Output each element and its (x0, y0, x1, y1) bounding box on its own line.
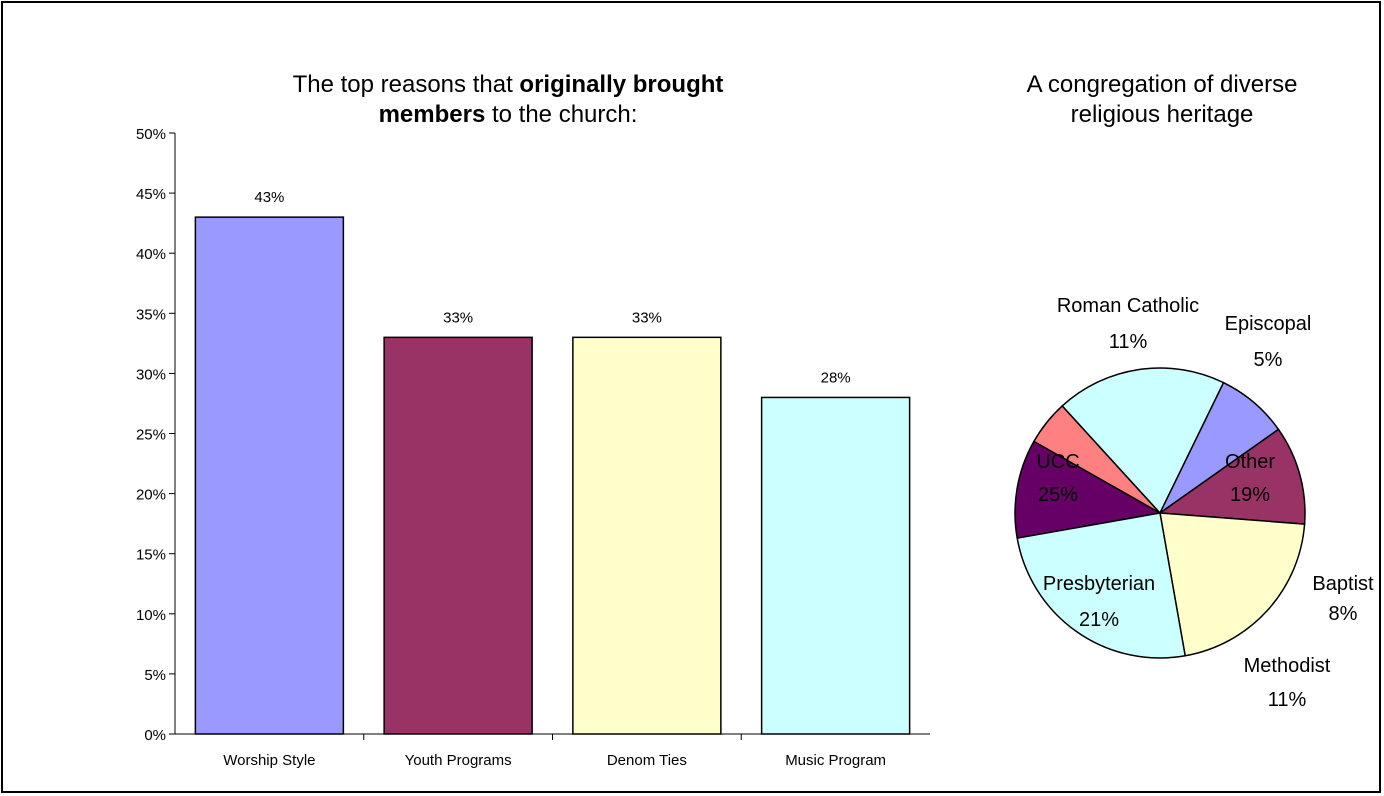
bar (760, 396, 911, 735)
pie-slice-other (1061, 367, 1225, 515)
pie-slice-name-label: UCC (1036, 451, 1079, 473)
bar-data-label: 43% (254, 189, 284, 206)
y-tick-label: 50% (136, 126, 166, 143)
pie-slice-name-label: Roman Catholic (1057, 295, 1199, 317)
pie-slice-name-label: Methodist (1244, 655, 1331, 677)
y-tick-label: 5% (144, 667, 166, 684)
pie-slice-percent-label: 25% (1038, 484, 1078, 506)
pie-slice-percent-label: 8% (1329, 603, 1358, 625)
y-tick-label: 15% (136, 547, 166, 564)
bar (194, 216, 345, 735)
pie-slice-percent-label: 21% (1079, 609, 1119, 631)
bar-chart-title-line-1: The top reasons that originally brought (293, 71, 724, 98)
x-category-label: Youth Programs (405, 752, 512, 769)
bar (572, 336, 722, 735)
y-tick-label: 30% (136, 366, 166, 383)
bar-data-label: 33% (443, 309, 473, 326)
y-tick-label: 20% (136, 487, 166, 504)
y-tick-label: 10% (136, 607, 166, 624)
bar-chart-title-line-2: members to the church: (379, 101, 638, 128)
y-tick-label: 35% (136, 306, 166, 323)
pie-slice-percent-label: 11% (1109, 331, 1148, 353)
pie-slice-roman-catholic (1014, 440, 1163, 540)
x-category-label: Denom Ties (607, 752, 687, 769)
pie-slice-name-label: Episcopal (1225, 313, 1312, 335)
pie-chart-title-line-1: A congregation of diverse (1027, 71, 1298, 98)
pie-slice-name-label: Presbyterian (1043, 573, 1155, 595)
pie-slice-name-label: Baptist (1312, 573, 1374, 595)
bar-data-label: 33% (632, 309, 662, 326)
pie-slice-presbyterian (1159, 512, 1306, 657)
pie-slice-percent-label: 19% (1230, 484, 1270, 506)
pie-chart: Roman Catholic 11% Episcopal 5% Other 19% Bapt… (1014, 295, 1374, 711)
y-tick-label: 25% (136, 427, 166, 444)
x-category-label: Music Program (785, 752, 886, 769)
y-tick-label: 40% (136, 246, 166, 263)
pie-chart-title-line-2: religious heritage (1071, 101, 1254, 128)
pie-slice-methodist (1157, 428, 1306, 525)
bar-chart: 0% 5% 10% 15% 20% 25% 30% 35% 40% 45% 50% 43% Worshi… (136, 126, 930, 769)
pie-slice-percent-label: 5% (1254, 349, 1283, 371)
x-category-label: Worship Style (223, 752, 315, 769)
bar-data-label: 28% (821, 369, 851, 386)
y-tick-label: 0% (144, 727, 166, 744)
bar (383, 336, 533, 735)
pie-slice-ucc (1016, 512, 1187, 659)
pie-slice-percent-label: 11% (1268, 689, 1307, 711)
y-tick-label: 45% (136, 186, 166, 203)
pie-slice-name-label: Other (1225, 451, 1275, 473)
